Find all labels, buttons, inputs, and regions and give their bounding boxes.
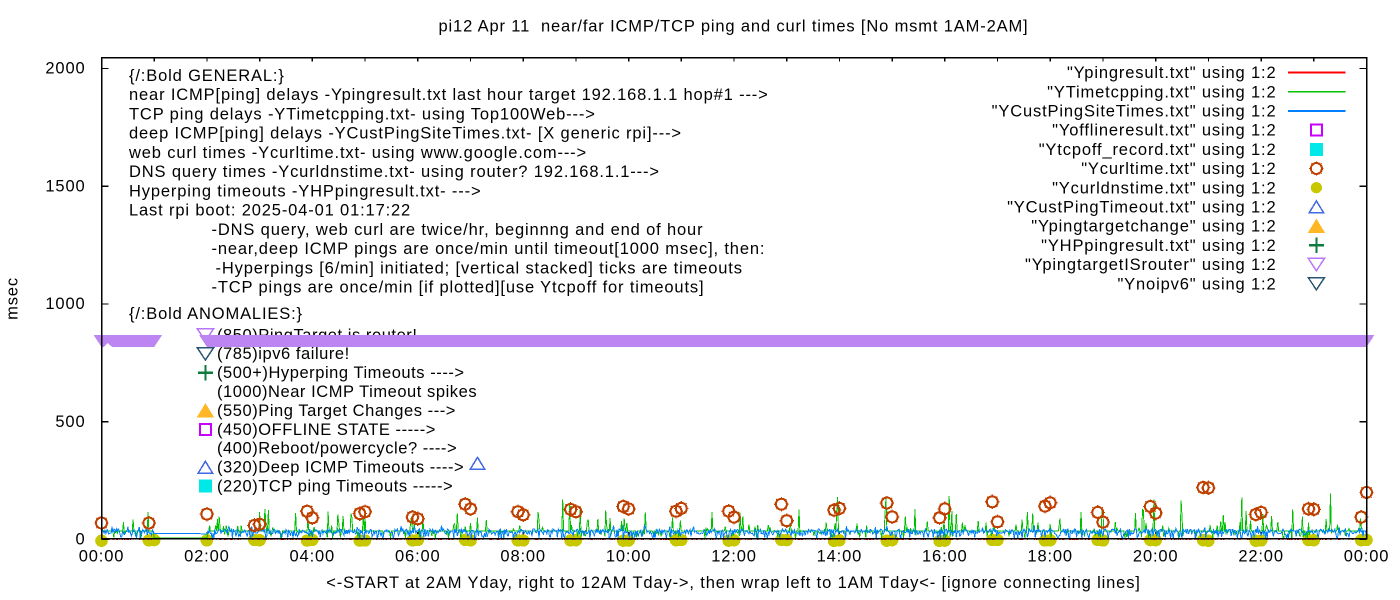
svg-text:"YCustPingSiteTimes.txt" using: "YCustPingSiteTimes.txt" using 1:2 (992, 103, 1277, 121)
svg-text:"Ytcpoff_record.txt" using 1:2: "Ytcpoff_record.txt" using 1:2 (1039, 141, 1277, 159)
svg-text:1500: 1500 (45, 177, 85, 195)
svg-text:"Yofflineresult.txt" using 1:2: "Yofflineresult.txt" using 1:2 (1052, 122, 1276, 140)
svg-text:"Ycurldnstime.txt" using 1:2: "Ycurldnstime.txt" using 1:2 (1052, 179, 1276, 197)
svg-text:"Ypingtargetchange" using 1:2: "Ypingtargetchange" using 1:2 (1031, 218, 1276, 236)
svg-text:0: 0 (75, 531, 85, 549)
svg-text:"Ypingresult.txt" using 1:2: "Ypingresult.txt" using 1:2 (1067, 64, 1277, 82)
svg-text:(400)Reboot/powercycle? ---->: (400)Reboot/powercycle? ----> (217, 440, 457, 458)
svg-text:02:00: 02:00 (184, 548, 230, 566)
svg-text:<-START at 2AM Yday, right to: <-START at 2AM Yday, right to 12AM Tday-… (326, 574, 1140, 592)
svg-text:DNS query times -Ycurldnstime.: DNS query times -Ycurldnstime.txt- using… (129, 163, 660, 181)
svg-text:near ICMP[ping] delays -Ypingr: near ICMP[ping] delays -Ypingresult.txt … (129, 86, 769, 104)
svg-text:deep ICMP[ping] delays -YCustP: deep ICMP[ping] delays -YCustPingSiteTim… (129, 125, 682, 143)
svg-text:(220)TCP ping Timeouts ----->: (220)TCP ping Timeouts -----> (217, 478, 453, 496)
svg-text:"Ycurltime.txt" using 1:2: "Ycurltime.txt" using 1:2 (1081, 160, 1276, 178)
svg-text:20:00: 20:00 (1133, 548, 1179, 566)
svg-text:14:00: 14:00 (817, 548, 863, 566)
svg-text:"YHPpingresult.txt" using 1:2: "YHPpingresult.txt" using 1:2 (1041, 237, 1276, 255)
svg-text:04:00: 04:00 (290, 548, 336, 566)
svg-text:-TCP pings are once/min [if pl: -TCP pings are once/min [if plotted][use… (212, 279, 705, 297)
svg-text:500: 500 (55, 413, 85, 431)
svg-text:08:00: 08:00 (500, 548, 546, 566)
svg-text:-near,deep ICMP pings are once: -near,deep ICMP pings are once/min until… (212, 240, 766, 258)
svg-text:06:00: 06:00 (395, 548, 441, 566)
svg-text:18:00: 18:00 (1027, 548, 1073, 566)
svg-text:10:00: 10:00 (606, 548, 652, 566)
svg-text:"YCustPingTimeout.txt" using 1: "YCustPingTimeout.txt" using 1:2 (1007, 199, 1276, 217)
svg-text:"YpingtargetISrouter" using 1:: "YpingtargetISrouter" using 1:2 (1025, 256, 1276, 274)
svg-text:00:00: 00:00 (1344, 548, 1390, 566)
svg-text:{/:Bold GENERAL:}: {/:Bold GENERAL:} (129, 67, 285, 85)
svg-text:TCP ping delays -YTimetcpping.: TCP ping delays -YTimetcpping.txt- using… (129, 105, 596, 123)
svg-text:(450)OFFLINE STATE ----->: (450)OFFLINE STATE -----> (217, 421, 436, 439)
svg-text:1000: 1000 (45, 295, 85, 313)
svg-text:msec: msec (4, 277, 22, 320)
svg-text:web curl times -Ycurltime.txt-: web curl times -Ycurltime.txt- using www… (128, 144, 587, 162)
svg-text:00:00: 00:00 (79, 548, 125, 566)
svg-text:pi12 Apr 11 near/far ICMP/TCP: pi12 Apr 11 near/far ICMP/TCP ping and c… (439, 18, 1029, 36)
svg-text:Last rpi boot: 2025-04-01 01:1: Last rpi boot: 2025-04-01 01:17:22 (129, 202, 411, 220)
svg-text:(500+)Hyperping Timeouts ---->: (500+)Hyperping Timeouts ----> (217, 364, 465, 382)
svg-text:(1000)Near ICMP Timeout spikes: (1000)Near ICMP Timeout spikes (217, 383, 477, 401)
svg-text:"Ynoipv6" using 1:2: "Ynoipv6" using 1:2 (1117, 275, 1276, 293)
svg-text:(785)ipv6 failure!: (785)ipv6 failure! (217, 345, 350, 363)
svg-text:16:00: 16:00 (922, 548, 968, 566)
svg-text:(550)Ping Target Changes --->: (550)Ping Target Changes ---> (217, 402, 456, 420)
svg-text:22:00: 22:00 (1238, 548, 1284, 566)
svg-text:2000: 2000 (45, 60, 85, 78)
svg-text:Hyperping timeouts -YHPpingres: Hyperping timeouts -YHPpingresult.txt- -… (129, 182, 481, 200)
svg-text:{/:Bold ANOMALIES:}: {/:Bold ANOMALIES:} (129, 305, 303, 323)
svg-text:-Hyperpings [6/min] initiated;: -Hyperpings [6/min] initiated; [vertical… (216, 259, 743, 277)
svg-text:(320)Deep ICMP Timeouts ---->: (320)Deep ICMP Timeouts ----> (217, 459, 464, 477)
svg-text:"YTimetcpping.txt" using 1:2: "YTimetcpping.txt" using 1:2 (1047, 83, 1276, 101)
svg-text:-DNS query, web curl are twice: -DNS query, web curl are twice/hr, begin… (212, 221, 704, 239)
svg-text:12:00: 12:00 (711, 548, 757, 566)
